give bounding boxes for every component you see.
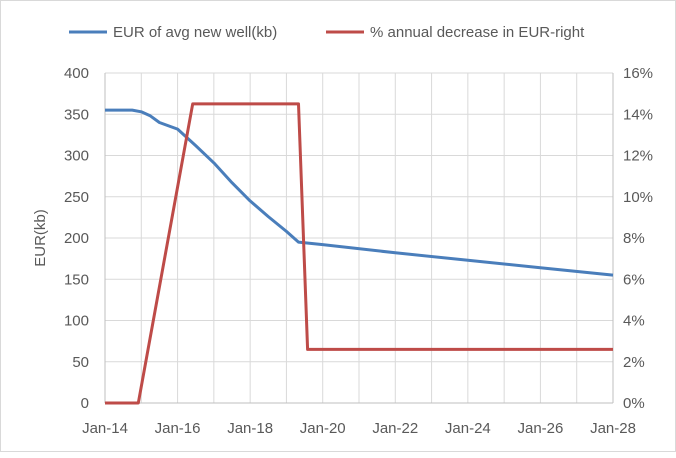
- y2-tick-label: 6%: [623, 271, 645, 288]
- x-tick-label: Jan-18: [227, 420, 273, 437]
- y-tick-label: 250: [64, 189, 89, 206]
- gridlines: [104, 72, 614, 404]
- y2-tick-label: 14%: [623, 106, 653, 123]
- y2-tick-label: 0%: [623, 395, 645, 412]
- y-tick-label: 300: [64, 148, 89, 165]
- y2-tick-label: 4%: [623, 313, 645, 330]
- y-tick-label: 0: [81, 395, 89, 412]
- y2-tick-label: 2%: [623, 354, 645, 371]
- x-tick-label: Jan-26: [517, 420, 563, 437]
- legend: EUR of avg new well(kb) % annual decrease…: [69, 24, 585, 41]
- y2-tick-label: 16%: [623, 65, 653, 82]
- x-tick-label: Jan-20: [300, 420, 346, 437]
- y-tick-label: 400: [64, 65, 89, 82]
- x-tick-label: Jan-28: [590, 420, 636, 437]
- series-line-1: [105, 108, 614, 277]
- y-tick-label: 200: [64, 230, 89, 247]
- y-tick-label: 350: [64, 106, 89, 123]
- y-axis-label: EUR(kb): [32, 209, 49, 267]
- legend-label: % annual decrease in EUR-right: [370, 24, 585, 41]
- series-line-2: [105, 102, 613, 405]
- legend-label: EUR of avg new well(kb): [113, 24, 277, 41]
- y2-tick-label: 12%: [623, 148, 653, 165]
- series-lines: [105, 102, 614, 405]
- x-tick-label: Jan-24: [445, 420, 491, 437]
- x-tick-label: Jan-22: [372, 420, 418, 437]
- y-tick-label: 100: [64, 313, 89, 330]
- y2-tick-label: 10%: [623, 189, 653, 206]
- axes: 0 50 100 150 200 250 300 350 400 0% 2% 4% 6% 8% 10% 12%…: [64, 65, 653, 437]
- y-tick-label: 50: [72, 354, 89, 371]
- y-tick-label: 150: [64, 271, 89, 288]
- x-tick-label: Jan-14: [82, 420, 128, 437]
- x-tick-label: Jan-16: [155, 420, 201, 437]
- y2-tick-label: 8%: [623, 230, 645, 247]
